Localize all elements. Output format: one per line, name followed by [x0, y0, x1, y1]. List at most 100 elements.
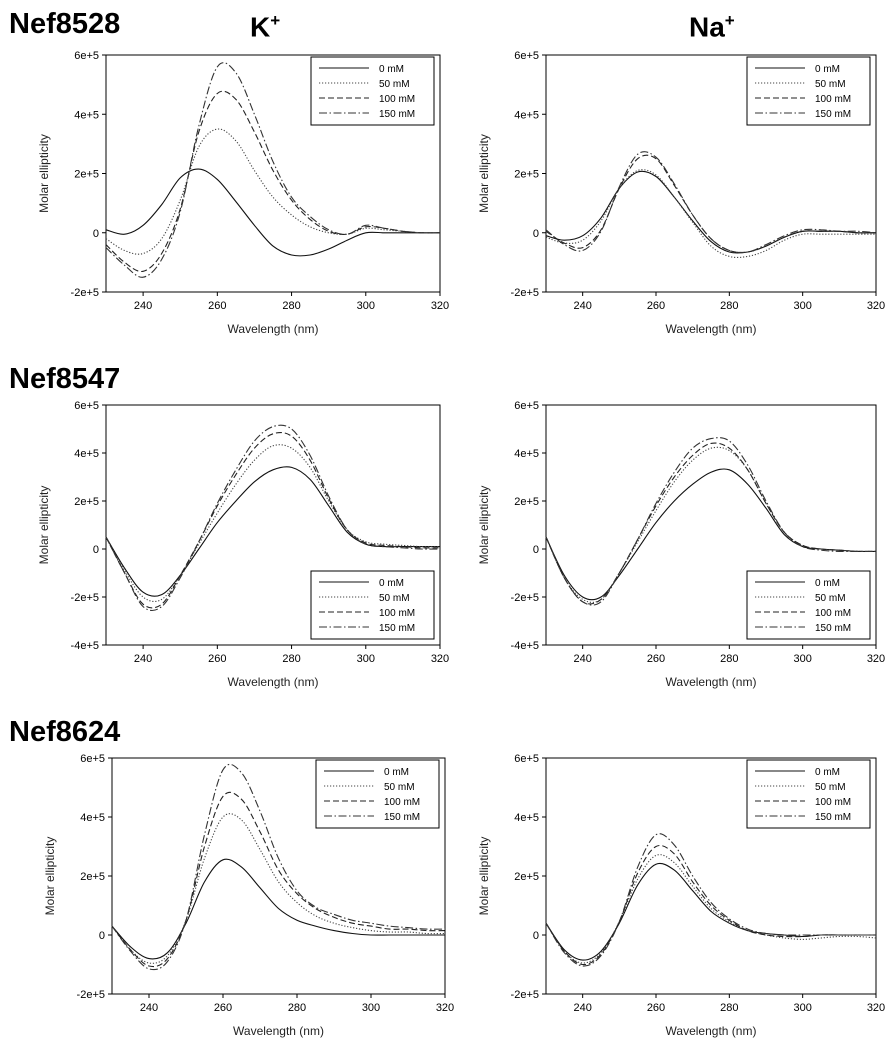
- legend-label-150-mm: 150 mM: [379, 109, 415, 120]
- x-axis-label: Wavelength (nm): [228, 322, 319, 336]
- legend-label-100-mm: 100 mM: [815, 608, 851, 619]
- series-line-100-mm: [105, 431, 441, 609]
- y-tick-label: 6e+5: [514, 753, 539, 765]
- legend-label-0-mm: 0 mM: [379, 578, 404, 589]
- y-tick-label: -4e+5: [511, 640, 539, 652]
- legend-label-50-mm: 50 mM: [384, 782, 415, 793]
- x-tick-label: 260: [208, 300, 226, 312]
- y-axis-label: Molar ellipticity: [37, 134, 51, 213]
- legend-label-100-mm: 100 mM: [815, 797, 851, 808]
- series-line-0-mm: [545, 170, 877, 254]
- legend-box: [746, 570, 871, 640]
- series-line-150-mm: [545, 437, 876, 606]
- series-line-150-mm: [545, 833, 876, 967]
- row-label-nef8624: Nef8624: [9, 716, 121, 748]
- series-line-0-mm: [545, 862, 876, 961]
- legend-box: [746, 759, 871, 829]
- y-tick-label: 0: [93, 544, 99, 556]
- x-axis-label: Wavelength (nm): [666, 1024, 757, 1038]
- y-tick-label: 6e+5: [74, 50, 99, 62]
- legend-label-150-mm: 150 mM: [379, 623, 415, 634]
- y-tick-label: -2e+5: [511, 287, 539, 299]
- y-tick-label: 0: [93, 228, 99, 240]
- y-tick-label: 6e+5: [514, 400, 539, 412]
- y-tick-label: 4e+5: [80, 812, 105, 824]
- y-tick-label: 0: [99, 930, 105, 942]
- legend-label-150-mm: 150 mM: [815, 623, 851, 634]
- series-line-150-mm: [111, 763, 446, 971]
- y-tick-label: -2e+5: [511, 592, 539, 604]
- legend-label-100-mm: 100 mM: [815, 94, 851, 105]
- x-tick-label: 320: [431, 300, 449, 312]
- x-axis-label: Wavelength (nm): [666, 322, 757, 336]
- legend-box: [310, 570, 435, 640]
- plot-frame: [545, 404, 877, 646]
- chart-nef8547-na: -4e+5 -2e+5 0 2e+5 4e+5 6e+5 240 260 280 300 320 Wa…: [477, 400, 885, 689]
- x-tick-label: 300: [357, 300, 375, 312]
- legend-label-50-mm: 50 mM: [815, 79, 846, 90]
- y-axis-label: Molar ellipticity: [37, 486, 51, 565]
- series-line-0-mm: [111, 858, 445, 960]
- chart-nef8528-na: -2e+5 0 2e+5 4e+5 6e+5 240 260 280 300 320 Wavelen…: [477, 50, 885, 336]
- series-line-100-mm: [105, 90, 441, 273]
- legend-box: [746, 56, 871, 126]
- x-tick-label: 320: [867, 653, 885, 665]
- legend-box: [310, 56, 435, 126]
- legend-label-0-mm: 0 mM: [379, 64, 404, 75]
- x-tick-label: 280: [288, 1002, 306, 1014]
- x-tick-label: 300: [793, 653, 811, 665]
- y-tick-label: -2e+5: [77, 989, 105, 1001]
- series-line-50-mm: [545, 169, 876, 259]
- x-tick-label: 300: [793, 1002, 811, 1014]
- series-line-150-mm: [105, 62, 441, 278]
- series-line-0-mm: [105, 466, 440, 597]
- series-line-0-mm: [105, 168, 440, 257]
- column-header-k-charge: +: [270, 11, 281, 30]
- legend: 0 mM 50 mM 100 mM 150 mM: [746, 570, 871, 640]
- legend-label-150-mm: 150 mM: [384, 812, 420, 823]
- y-tick-label: -2e+5: [511, 989, 539, 1001]
- y-tick-label: 6e+5: [514, 50, 539, 62]
- y-tick-label: 6e+5: [80, 753, 105, 765]
- chart-nef8547-k: -4e+5 -2e+5 0 2e+5 4e+5 6e+5 240 260 280 300 320 Wa…: [37, 400, 449, 689]
- y-tick-label: 0: [533, 228, 539, 240]
- legend: 0 mM 50 mM 100 mM 150 mM: [310, 56, 435, 126]
- x-tick-label: 240: [134, 300, 152, 312]
- x-tick-label: 240: [134, 653, 152, 665]
- y-tick-label: 2e+5: [514, 871, 539, 883]
- legend-label-150-mm: 150 mM: [815, 109, 851, 120]
- legend: 0 mM 50 mM 100 mM 150 mM: [746, 56, 871, 126]
- legend-label-100-mm: 100 mM: [384, 797, 420, 808]
- y-tick-label: -4e+5: [71, 640, 99, 652]
- y-axis-label: Molar ellipticity: [477, 837, 491, 916]
- column-header-na-charge: +: [724, 11, 735, 30]
- y-tick-label: -2e+5: [71, 287, 99, 299]
- x-tick-label: 280: [282, 300, 300, 312]
- y-tick-label: 2e+5: [80, 871, 105, 883]
- series-line-100-mm: [545, 844, 876, 966]
- y-tick-label: -2e+5: [71, 592, 99, 604]
- x-tick-label: 280: [720, 1002, 738, 1014]
- legend: 0 mM 50 mM 100 mM 150 mM: [746, 759, 871, 829]
- legend: 0 mM 50 mM 100 mM 150 mM: [310, 570, 435, 640]
- x-tick-label: 320: [431, 653, 449, 665]
- column-header-k: K+: [250, 12, 280, 41]
- legend-label-50-mm: 50 mM: [379, 593, 410, 604]
- row-label-nef8528: Nef8528: [9, 8, 121, 40]
- x-tick-label: 300: [362, 1002, 380, 1014]
- y-tick-label: 2e+5: [74, 169, 99, 181]
- legend: 0 mM 50 mM 100 mM 150 mM: [315, 759, 440, 829]
- series-line-50-mm: [105, 128, 441, 255]
- legend-box: [315, 759, 440, 829]
- x-tick-label: 280: [720, 300, 738, 312]
- legend-label-100-mm: 100 mM: [379, 608, 415, 619]
- row-label-nef8547: Nef8547: [9, 363, 121, 395]
- x-tick-label: 260: [647, 300, 665, 312]
- x-tick-label: 320: [436, 1002, 454, 1014]
- x-tick-label: 300: [357, 653, 375, 665]
- y-tick-label: 0: [533, 930, 539, 942]
- x-tick-label: 280: [720, 653, 738, 665]
- y-axis-label: Molar ellipticity: [43, 837, 57, 916]
